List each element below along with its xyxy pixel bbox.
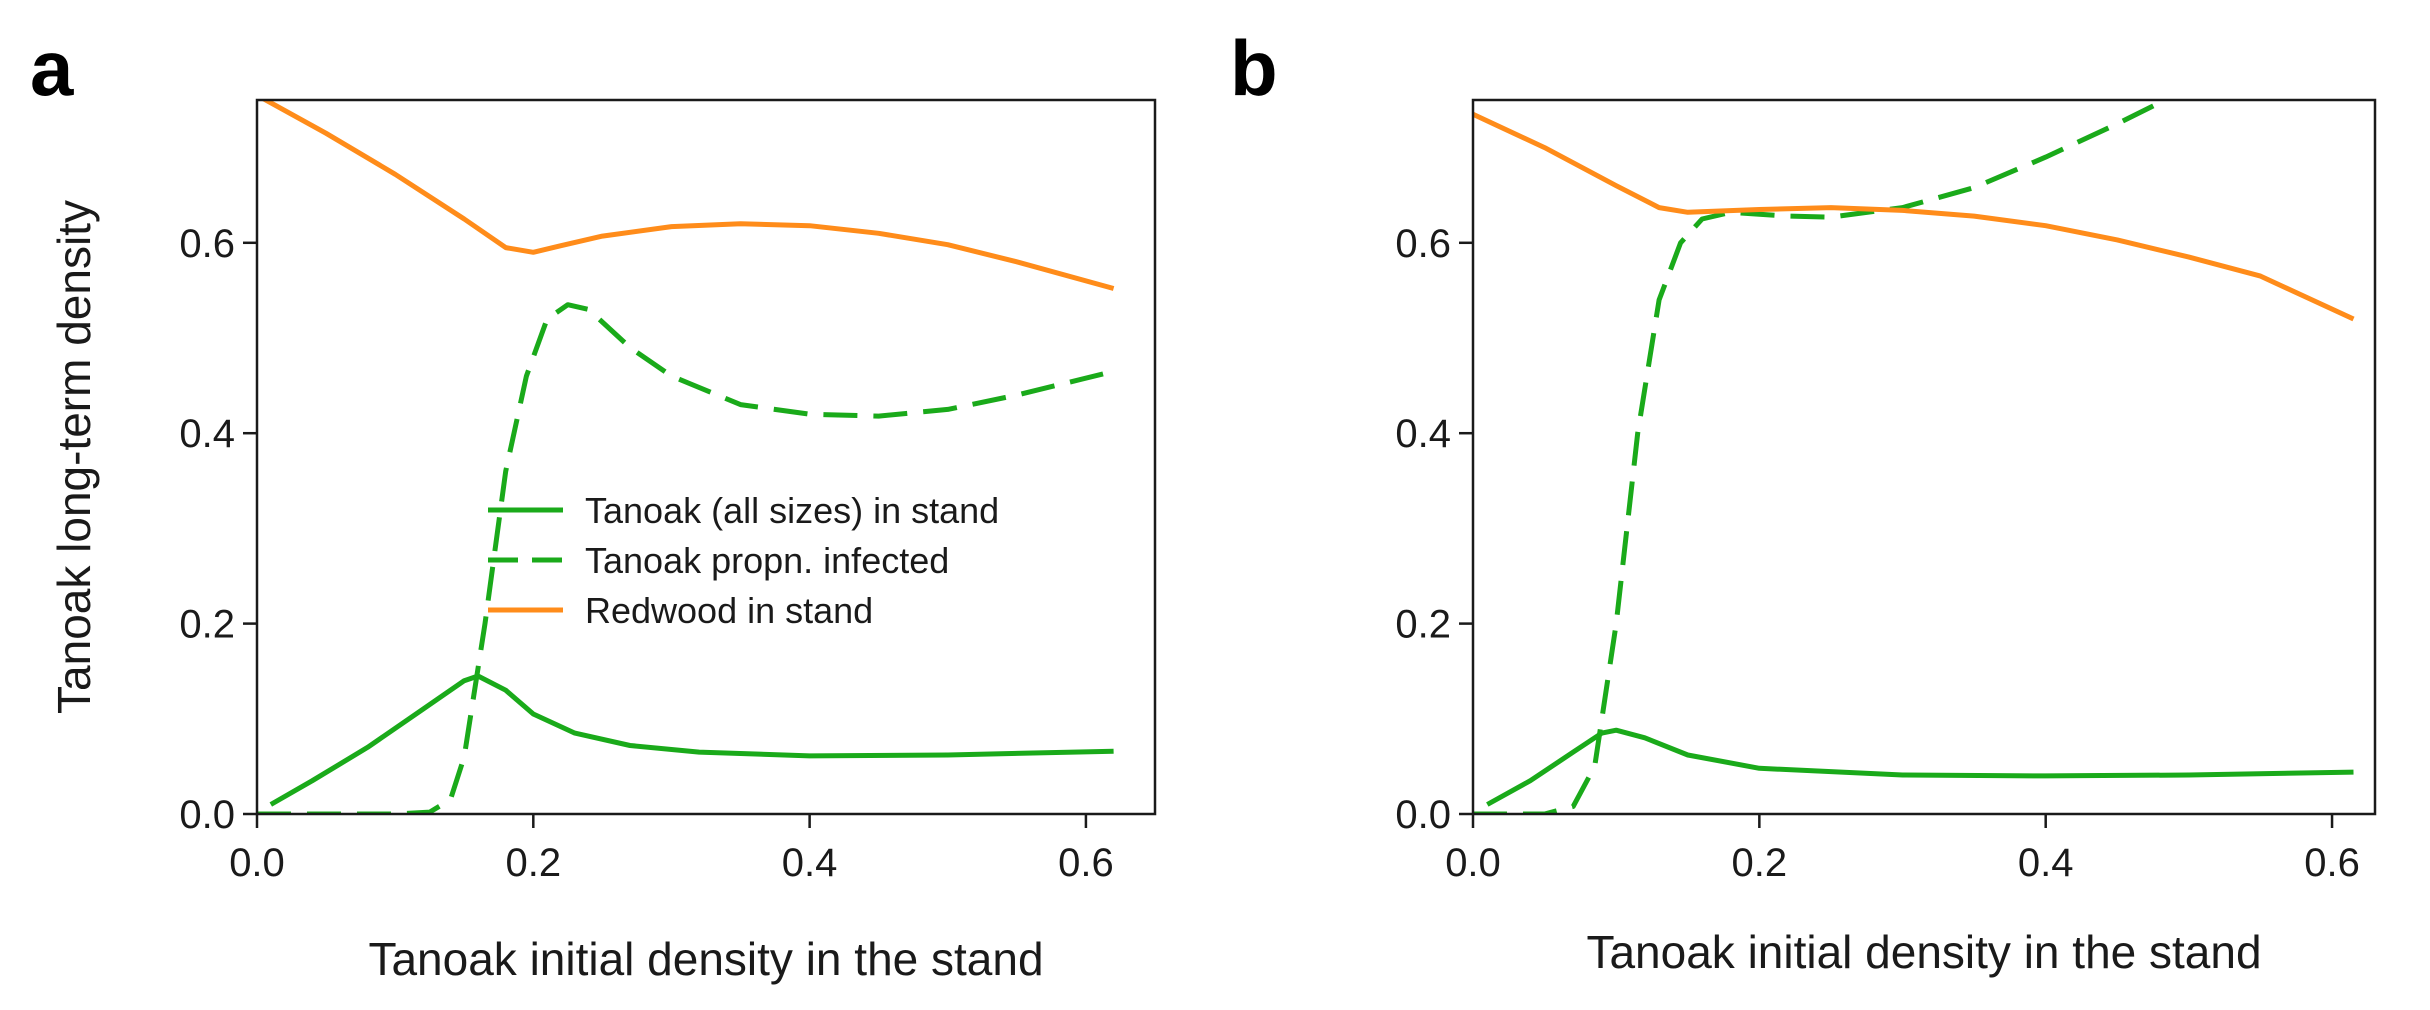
- chart-panel-b: 0.0 0.2 0.4 0.6 0.0 0.2 0.4 0.6 Tanoak initial d…: [1215, 0, 2430, 1010]
- x-tick-label: 0.0: [1445, 841, 1501, 885]
- y-tick-label: 0.6: [1395, 222, 1451, 266]
- legend: Tanoak (all sizes) in stand Tanoak propn.…: [488, 490, 999, 631]
- plot-frame: [1471, 98, 2377, 816]
- y-tick-label: 0.2: [1395, 603, 1451, 647]
- series-group: [257, 100, 1115, 814]
- series-line-tanoak-propn-infected: [257, 302, 1115, 814]
- panel-letter: a: [30, 24, 74, 112]
- legend-label: Tanoak (all sizes) in stand: [585, 490, 999, 531]
- y-tick-label: 0.6: [179, 222, 235, 266]
- plot-frame: [255, 98, 1157, 816]
- y-axis-label: Tanoak long-term density: [48, 200, 100, 714]
- x-tick-label: 0.4: [2018, 841, 2074, 885]
- y-tick-label: 0.4: [1395, 412, 1451, 456]
- series-line-redwood-in-stand: [1473, 112, 2355, 322]
- chart-a-svg: 0.0 0.2 0.4 0.6 0.0 0.2 0.4 0.6 Tanoak initial d…: [30, 24, 1157, 985]
- series-line-redwood-in-stand: [260, 100, 1115, 291]
- chart-b-svg: 0.0 0.2 0.4 0.6 0.0 0.2 0.4 0.6 Tanoak initial d…: [1230, 24, 2377, 978]
- x-tick-label: 0.6: [1058, 841, 1114, 885]
- x-tick-label: 0.2: [506, 841, 562, 885]
- x-axis-label: Tanoak initial density in the stand: [368, 933, 1043, 985]
- x-tick-label: 0.2: [1732, 841, 1788, 885]
- x-tick-label: 0.0: [229, 841, 285, 885]
- y-tick-label: 0.0: [179, 793, 235, 837]
- x-tick-label: 0.6: [2304, 841, 2360, 885]
- x-tick-label: 0.4: [782, 841, 838, 885]
- legend-label: Tanoak propn. infected: [585, 540, 949, 581]
- series-line-tanoak-propn-infected: [1473, 100, 2171, 814]
- legend-label: Redwood in stand: [585, 590, 873, 631]
- series-group: [1473, 100, 2355, 814]
- chart-panel-a: 0.0 0.2 0.4 0.6 0.0 0.2 0.4 0.6 Tanoak initial d…: [30, 24, 1157, 985]
- panel-letter: b: [1230, 24, 1278, 112]
- x-axis-label: Tanoak initial density in the stand: [1586, 926, 2261, 978]
- y-tick-label: 0.4: [179, 412, 235, 456]
- y-tick-label: 0.2: [179, 603, 235, 647]
- series-line-tanoak-all-sizes-in-stand: [1486, 727, 2354, 807]
- series-line-tanoak-all-sizes-in-stand: [269, 673, 1114, 807]
- y-tick-label: 0.0: [1395, 793, 1451, 837]
